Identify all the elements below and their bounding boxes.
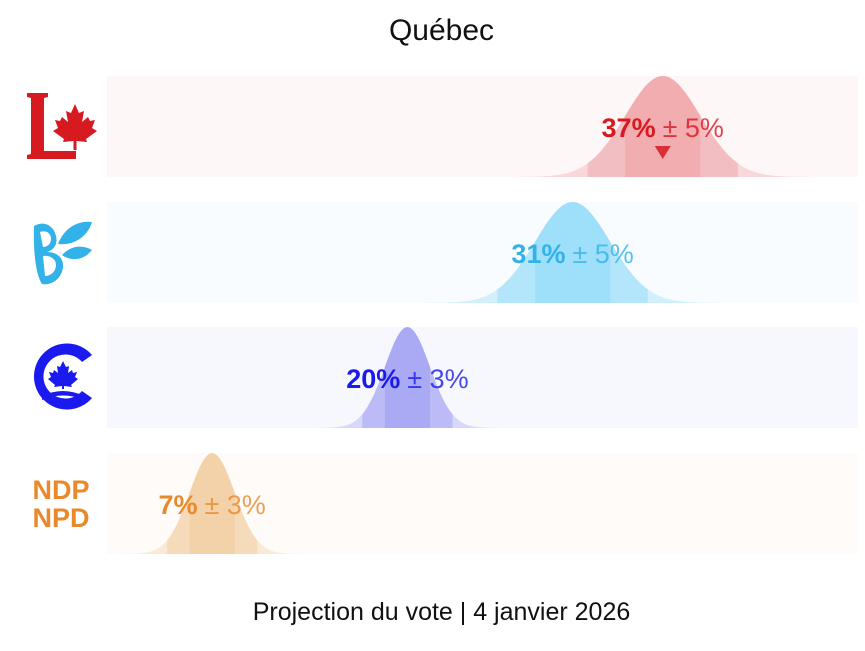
vote-share-value: 31% <box>511 239 565 269</box>
value-label: 7% ± 3% <box>158 490 265 520</box>
margin-of-error: ± 5% <box>572 239 633 269</box>
vote-share-value: 37% <box>602 113 656 143</box>
margin-of-error: ± 5% <box>663 113 724 143</box>
margin-band-inner <box>384 327 430 428</box>
value-label: 31% ± 5% <box>511 239 633 269</box>
margin-of-error: ± 3% <box>407 364 468 394</box>
value-label: 20% ± 3% <box>346 364 468 394</box>
distribution-row: 7% ± 3% <box>107 453 858 554</box>
liberal-logo-icon <box>27 93 97 159</box>
distribution-row: 37% ± 5% <box>107 76 858 177</box>
margin-of-error: ± 3% <box>204 490 265 520</box>
vote-share-value: 20% <box>346 364 400 394</box>
chart-footer: Projection du vote | 4 janvier 2026 <box>252 598 631 626</box>
vote-share-value: 7% <box>158 490 197 520</box>
margin-band-inner <box>189 453 235 554</box>
row-background <box>107 202 858 303</box>
ndp-logo-text: NDP <box>32 475 89 505</box>
distribution-row: 20% ± 3% <box>107 327 858 428</box>
trend-down-icon <box>654 146 671 159</box>
chart-title: Québec <box>388 14 495 47</box>
margin-band-inner <box>535 202 611 303</box>
value-label: 37% ± 5% <box>602 113 724 143</box>
row-background <box>107 327 858 428</box>
conservative-logo-icon <box>33 343 92 410</box>
margin-band-inner <box>625 76 701 177</box>
bloc-quebecois-logo-icon <box>33 221 92 285</box>
npd-logo-text: NPD <box>32 503 89 533</box>
row-background <box>107 76 858 177</box>
distribution-curve <box>107 453 858 554</box>
ndp-logo-icon: NDP NPD <box>32 475 89 533</box>
distribution-row: 31% ± 5% <box>107 202 858 303</box>
